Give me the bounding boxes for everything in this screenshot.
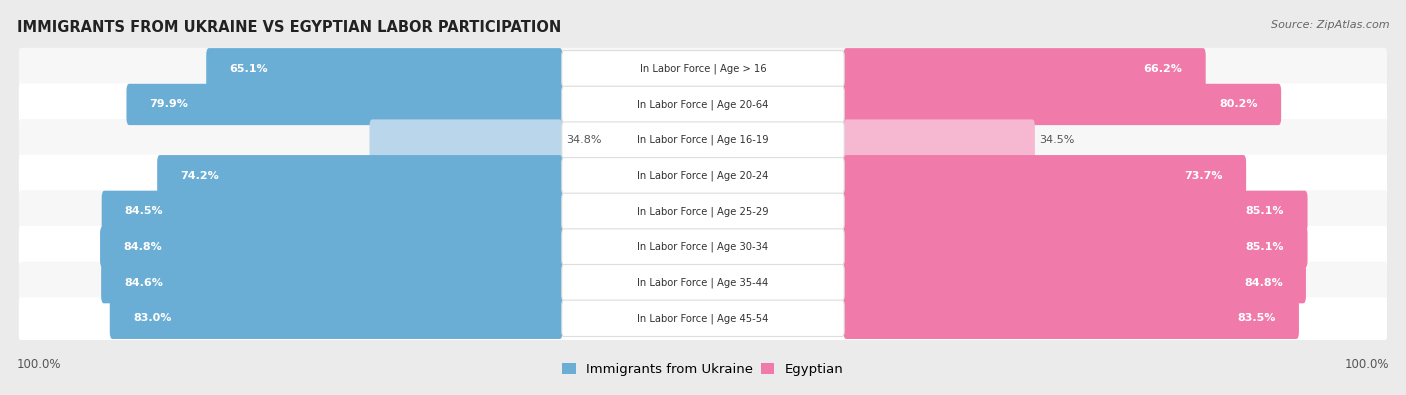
FancyBboxPatch shape [157,155,562,196]
FancyBboxPatch shape [844,226,1308,268]
Text: In Labor Force | Age 30-34: In Labor Force | Age 30-34 [637,242,769,252]
FancyBboxPatch shape [844,84,1281,125]
Legend: Immigrants from Ukraine, Egyptian: Immigrants from Ukraine, Egyptian [558,359,848,380]
FancyBboxPatch shape [844,191,1308,232]
Text: 84.8%: 84.8% [124,242,162,252]
FancyBboxPatch shape [101,191,562,232]
FancyBboxPatch shape [370,119,562,161]
FancyBboxPatch shape [844,262,1306,303]
Text: 84.5%: 84.5% [125,206,163,216]
Text: 65.1%: 65.1% [229,64,269,74]
FancyBboxPatch shape [562,122,844,158]
FancyBboxPatch shape [101,262,562,303]
Text: 85.1%: 85.1% [1246,242,1284,252]
Text: In Labor Force | Age 20-64: In Labor Force | Age 20-64 [637,99,769,110]
FancyBboxPatch shape [22,119,1388,164]
Text: In Labor Force | Age > 16: In Labor Force | Age > 16 [640,64,766,74]
Text: 100.0%: 100.0% [17,358,62,371]
Text: IMMIGRANTS FROM UKRAINE VS EGYPTIAN LABOR PARTICIPATION: IMMIGRANTS FROM UKRAINE VS EGYPTIAN LABO… [17,20,561,35]
FancyBboxPatch shape [562,158,844,194]
FancyBboxPatch shape [844,155,1246,196]
FancyBboxPatch shape [127,84,562,125]
FancyBboxPatch shape [562,86,844,122]
Text: 34.5%: 34.5% [1039,135,1074,145]
FancyBboxPatch shape [22,298,1388,342]
FancyBboxPatch shape [562,300,844,337]
Text: In Labor Force | Age 45-54: In Labor Force | Age 45-54 [637,313,769,324]
FancyBboxPatch shape [22,48,1388,93]
Text: 66.2%: 66.2% [1143,64,1182,74]
Text: 84.6%: 84.6% [124,278,163,288]
Text: 100.0%: 100.0% [1344,358,1389,371]
FancyBboxPatch shape [207,48,562,89]
FancyBboxPatch shape [844,48,1206,89]
Text: In Labor Force | Age 35-44: In Labor Force | Age 35-44 [637,277,769,288]
FancyBboxPatch shape [562,51,844,87]
Text: Source: ZipAtlas.com: Source: ZipAtlas.com [1271,20,1389,30]
FancyBboxPatch shape [22,84,1388,129]
Text: In Labor Force | Age 25-29: In Labor Force | Age 25-29 [637,206,769,216]
FancyBboxPatch shape [22,226,1388,271]
Text: In Labor Force | Age 16-19: In Labor Force | Age 16-19 [637,135,769,145]
Text: 85.1%: 85.1% [1246,206,1284,216]
Text: 74.2%: 74.2% [180,171,219,181]
Text: 80.2%: 80.2% [1219,100,1258,109]
FancyBboxPatch shape [22,262,1388,307]
Text: 83.5%: 83.5% [1237,313,1275,324]
FancyBboxPatch shape [562,193,844,229]
Text: 34.8%: 34.8% [567,135,602,145]
FancyBboxPatch shape [18,119,1388,162]
FancyBboxPatch shape [18,48,1388,91]
FancyBboxPatch shape [22,155,1388,200]
FancyBboxPatch shape [18,155,1388,198]
Text: 84.8%: 84.8% [1244,278,1282,288]
FancyBboxPatch shape [562,265,844,301]
FancyBboxPatch shape [18,261,1388,305]
FancyBboxPatch shape [100,226,562,268]
FancyBboxPatch shape [18,297,1388,341]
FancyBboxPatch shape [844,298,1299,339]
Text: 73.7%: 73.7% [1184,171,1223,181]
FancyBboxPatch shape [562,229,844,265]
FancyBboxPatch shape [22,191,1388,235]
Text: In Labor Force | Age 20-24: In Labor Force | Age 20-24 [637,171,769,181]
Text: 83.0%: 83.0% [134,313,172,324]
FancyBboxPatch shape [18,190,1388,234]
FancyBboxPatch shape [18,83,1388,127]
FancyBboxPatch shape [110,298,562,339]
Text: 79.9%: 79.9% [149,100,188,109]
FancyBboxPatch shape [844,119,1035,161]
FancyBboxPatch shape [18,226,1388,269]
